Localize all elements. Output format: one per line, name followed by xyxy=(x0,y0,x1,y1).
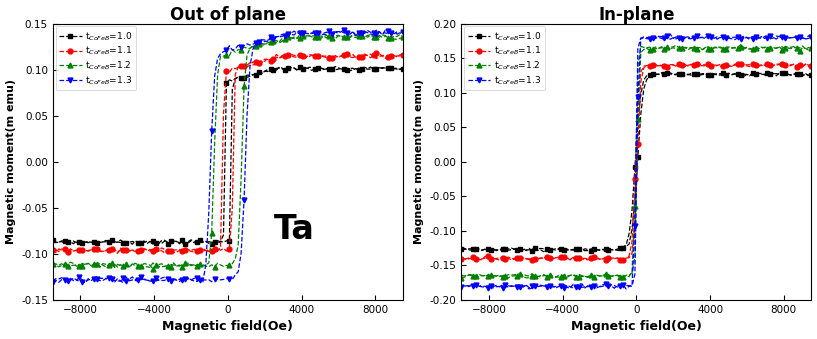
t$_{CoFeB}$=1.0 xyxy=(392,67,402,71)
X-axis label: Magnetic field(Oe): Magnetic field(Oe) xyxy=(571,320,702,334)
t$_{CoFeB}$=1.2 xyxy=(530,275,540,279)
t$_{CoFeB}$=1.2 xyxy=(797,46,807,50)
t$_{CoFeB}$=1.2 xyxy=(292,37,302,41)
t$_{CoFeB}$=1.3 xyxy=(457,285,467,289)
t$_{CoFeB}$=1.3 xyxy=(554,285,564,289)
Legend: t$_{CoFeB}$=1.0, t$_{CoFeB}$=1.1, t$_{CoFeB}$=1.2, t$_{CoFeB}$=1.3: t$_{CoFeB}$=1.0, t$_{CoFeB}$=1.1, t$_{Co… xyxy=(464,26,545,91)
t$_{CoFeB}$=1.0 xyxy=(145,239,155,243)
t$_{CoFeB}$=1.0 xyxy=(530,246,540,250)
t$_{CoFeB}$=1.1 xyxy=(457,257,467,261)
t$_{CoFeB}$=1.2 xyxy=(48,262,58,266)
t$_{CoFeB}$=1.3 xyxy=(328,32,337,36)
t$_{CoFeB}$=1.3 xyxy=(701,37,711,41)
t$_{CoFeB}$=1.0 xyxy=(703,73,713,77)
Line: t$_{CoFeB}$=1.2: t$_{CoFeB}$=1.2 xyxy=(459,44,814,281)
Line: t$_{CoFeB}$=1.0: t$_{CoFeB}$=1.0 xyxy=(51,64,405,247)
t$_{CoFeB}$=1.2 xyxy=(551,275,560,279)
t$_{CoFeB}$=1.2 xyxy=(712,44,722,48)
t$_{CoFeB}$=1.0 xyxy=(292,67,302,72)
t$_{CoFeB}$=1.0 xyxy=(674,71,684,75)
t$_{CoFeB}$=1.0 xyxy=(739,72,748,76)
t$_{CoFeB}$=1.1 xyxy=(801,62,810,66)
t$_{CoFeB}$=1.2 xyxy=(650,46,660,51)
t$_{CoFeB}$=1.1 xyxy=(551,256,560,260)
t$_{CoFeB}$=1.1 xyxy=(530,257,540,261)
t$_{CoFeB}$=1.2 xyxy=(806,45,816,49)
t$_{CoFeB}$=1.3 xyxy=(806,35,816,39)
t$_{CoFeB}$=1.2 xyxy=(109,265,119,270)
t$_{CoFeB}$=1.1 xyxy=(701,63,711,67)
t$_{CoFeB}$=1.3 xyxy=(292,30,302,34)
Line: t$_{CoFeB}$=1.2: t$_{CoFeB}$=1.2 xyxy=(51,31,405,270)
t$_{CoFeB}$=1.0 xyxy=(654,72,663,76)
t$_{CoFeB}$=1.1 xyxy=(48,248,58,253)
t$_{CoFeB}$=1.3 xyxy=(118,281,128,285)
t$_{CoFeB}$=1.1 xyxy=(736,62,746,66)
t$_{CoFeB}$=1.3 xyxy=(48,280,58,284)
t$_{CoFeB}$=1.1 xyxy=(618,258,628,262)
Title: In-plane: In-plane xyxy=(598,5,675,23)
t$_{CoFeB}$=1.0 xyxy=(542,249,551,253)
t$_{CoFeB}$=1.1 xyxy=(372,51,382,55)
t$_{CoFeB}$=1.2 xyxy=(124,265,134,269)
t$_{CoFeB}$=1.3 xyxy=(533,284,542,288)
t$_{CoFeB}$=1.1 xyxy=(142,248,152,252)
X-axis label: Magnetic field(Oe): Magnetic field(Oe) xyxy=(163,320,293,334)
t$_{CoFeB}$=1.1 xyxy=(398,55,408,59)
t$_{CoFeB}$=1.1 xyxy=(654,64,663,68)
t$_{CoFeB}$=1.3 xyxy=(654,36,663,40)
t$_{CoFeB}$=1.1 xyxy=(328,56,337,60)
Line: t$_{CoFeB}$=1.3: t$_{CoFeB}$=1.3 xyxy=(459,33,814,292)
t$_{CoFeB}$=1.2 xyxy=(392,35,402,39)
t$_{CoFeB}$=1.0 xyxy=(127,242,137,246)
Y-axis label: Magnetic moment(m emu): Magnetic moment(m emu) xyxy=(6,79,16,244)
t$_{CoFeB}$=1.2 xyxy=(330,34,340,38)
t$_{CoFeB}$=1.3 xyxy=(145,279,155,283)
t$_{CoFeB}$=1.1 xyxy=(245,61,255,65)
t$_{CoFeB}$=1.3 xyxy=(398,28,408,33)
Text: Ta: Ta xyxy=(274,213,315,246)
Y-axis label: Magnetic moment(m emu): Magnetic moment(m emu) xyxy=(414,79,424,244)
t$_{CoFeB}$=1.0 xyxy=(122,241,132,245)
t$_{CoFeB}$=1.2 xyxy=(245,46,255,51)
t$_{CoFeB}$=1.3 xyxy=(525,287,534,291)
t$_{CoFeB}$=1.0 xyxy=(245,74,255,78)
Line: t$_{CoFeB}$=1.3: t$_{CoFeB}$=1.3 xyxy=(51,28,405,285)
Line: t$_{CoFeB}$=1.1: t$_{CoFeB}$=1.1 xyxy=(51,51,405,255)
t$_{CoFeB}$=1.2 xyxy=(698,48,708,52)
t$_{CoFeB}$=1.0 xyxy=(330,64,340,68)
t$_{CoFeB}$=1.1 xyxy=(122,248,132,252)
t$_{CoFeB}$=1.0 xyxy=(457,247,467,251)
t$_{CoFeB}$=1.0 xyxy=(48,238,58,242)
t$_{CoFeB}$=1.0 xyxy=(801,72,810,76)
t$_{CoFeB}$=1.2 xyxy=(398,35,408,39)
t$_{CoFeB}$=1.1 xyxy=(292,55,302,59)
t$_{CoFeB}$=1.2 xyxy=(145,265,155,270)
t$_{CoFeB}$=1.3 xyxy=(736,37,746,41)
t$_{CoFeB}$=1.0 xyxy=(328,67,337,71)
t$_{CoFeB}$=1.0 xyxy=(554,246,564,251)
t$_{CoFeB}$=1.2 xyxy=(736,45,746,49)
t$_{CoFeB}$=1.3 xyxy=(124,277,134,281)
Line: t$_{CoFeB}$=1.1: t$_{CoFeB}$=1.1 xyxy=(459,61,814,262)
t$_{CoFeB}$=1.1 xyxy=(160,251,170,255)
Legend: t$_{CoFeB}$=1.0, t$_{CoFeB}$=1.1, t$_{CoFeB}$=1.2, t$_{CoFeB}$=1.3: t$_{CoFeB}$=1.0, t$_{CoFeB}$=1.1, t$_{Co… xyxy=(56,26,136,91)
Line: t$_{CoFeB}$=1.0: t$_{CoFeB}$=1.0 xyxy=(459,70,814,253)
t$_{CoFeB}$=1.1 xyxy=(806,63,816,67)
t$_{CoFeB}$=1.2 xyxy=(457,276,467,280)
t$_{CoFeB}$=1.0 xyxy=(398,65,408,69)
t$_{CoFeB}$=1.0 xyxy=(806,73,816,77)
t$_{CoFeB}$=1.1 xyxy=(748,62,757,66)
Title: Out of plane: Out of plane xyxy=(170,5,286,23)
t$_{CoFeB}$=1.3 xyxy=(245,65,255,69)
t$_{CoFeB}$=1.3 xyxy=(801,37,810,41)
t$_{CoFeB}$=1.3 xyxy=(766,34,775,38)
t$_{CoFeB}$=1.3 xyxy=(389,29,399,33)
t$_{CoFeB}$=1.1 xyxy=(392,54,402,58)
t$_{CoFeB}$=1.2 xyxy=(295,32,305,36)
